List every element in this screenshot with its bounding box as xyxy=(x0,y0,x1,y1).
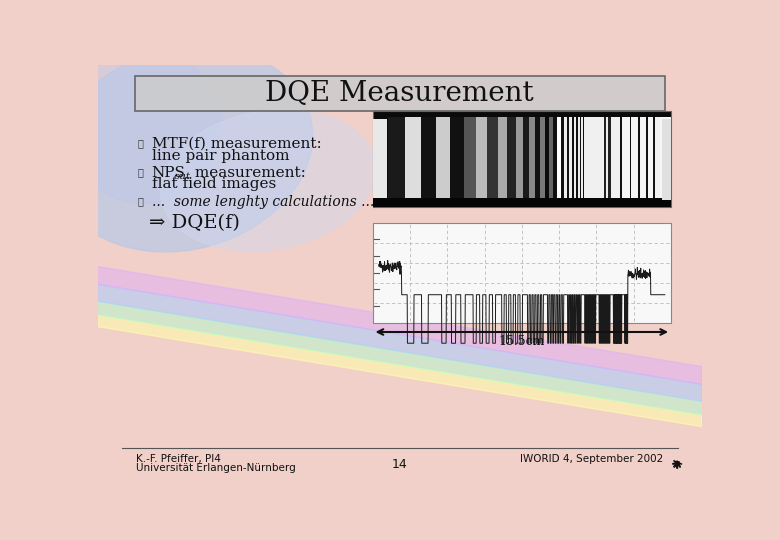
Bar xyxy=(646,117,647,201)
Text: 14: 14 xyxy=(392,458,408,471)
Bar xyxy=(516,117,523,201)
Bar xyxy=(630,117,632,201)
Text: ❖: ❖ xyxy=(138,140,144,149)
Bar xyxy=(583,117,584,201)
Bar xyxy=(640,117,646,201)
Polygon shape xyxy=(98,284,702,401)
Bar xyxy=(611,117,620,201)
Bar xyxy=(639,117,640,201)
Bar xyxy=(578,117,580,201)
Text: ❖: ❖ xyxy=(138,197,144,206)
Text: MTF(f) measurement:: MTF(f) measurement: xyxy=(152,137,321,151)
Polygon shape xyxy=(98,267,702,384)
Bar xyxy=(373,198,671,207)
Text: Universität Erlangen-Nürnberg: Universität Erlangen-Nürnberg xyxy=(136,463,296,473)
Bar xyxy=(584,117,604,201)
Bar xyxy=(436,117,450,201)
Bar xyxy=(450,117,464,201)
Bar xyxy=(534,117,540,201)
Bar xyxy=(529,117,534,201)
Text: 15.5cm: 15.5cm xyxy=(498,335,545,348)
Polygon shape xyxy=(98,301,702,415)
Bar xyxy=(488,117,498,201)
Bar xyxy=(569,117,572,201)
Bar xyxy=(549,117,553,201)
Ellipse shape xyxy=(53,47,313,252)
Bar xyxy=(661,119,671,200)
Bar xyxy=(572,117,574,201)
Bar xyxy=(557,117,561,201)
Bar xyxy=(581,117,583,201)
Bar xyxy=(498,117,508,201)
Text: NPS: NPS xyxy=(152,166,186,180)
Text: flat field images: flat field images xyxy=(152,177,276,191)
Bar xyxy=(373,222,671,323)
Bar xyxy=(567,117,569,201)
Bar xyxy=(388,117,405,201)
Bar xyxy=(464,117,477,201)
Bar xyxy=(620,117,622,201)
Bar xyxy=(622,117,630,201)
Bar xyxy=(660,117,671,201)
Bar xyxy=(653,117,654,201)
Polygon shape xyxy=(98,315,702,427)
Bar xyxy=(647,117,653,201)
Bar xyxy=(561,117,564,201)
Bar xyxy=(540,117,544,201)
Bar xyxy=(580,117,581,201)
Bar xyxy=(632,117,639,201)
Text: ❖: ❖ xyxy=(138,168,144,177)
Bar xyxy=(373,111,671,207)
Bar xyxy=(574,117,576,201)
Text: DQE Measurement: DQE Measurement xyxy=(265,80,534,107)
Bar xyxy=(608,117,611,201)
Bar xyxy=(405,117,420,201)
Ellipse shape xyxy=(66,49,222,204)
Bar xyxy=(553,117,557,201)
Bar xyxy=(508,117,516,201)
Text: K.-F. Pfeiffer, PI4: K.-F. Pfeiffer, PI4 xyxy=(136,455,221,464)
Text: out: out xyxy=(173,172,190,181)
Text: line pair phantom: line pair phantom xyxy=(152,148,289,163)
Bar xyxy=(606,117,608,201)
Text: ...  some lenghty calculations ...: ... some lenghty calculations ... xyxy=(152,195,374,209)
Bar xyxy=(544,117,549,201)
Ellipse shape xyxy=(161,110,375,251)
Bar xyxy=(604,117,606,201)
Bar xyxy=(523,117,529,201)
Text: IWORID 4, September 2002: IWORID 4, September 2002 xyxy=(520,455,663,464)
Bar xyxy=(420,117,436,201)
Bar xyxy=(373,119,387,200)
Bar xyxy=(564,117,567,201)
FancyBboxPatch shape xyxy=(135,76,665,111)
Bar xyxy=(576,117,578,201)
Bar xyxy=(477,117,488,201)
Bar xyxy=(654,117,660,201)
Text: measurement:: measurement: xyxy=(190,166,307,180)
Text: ⇒ DQE(f): ⇒ DQE(f) xyxy=(149,214,239,232)
